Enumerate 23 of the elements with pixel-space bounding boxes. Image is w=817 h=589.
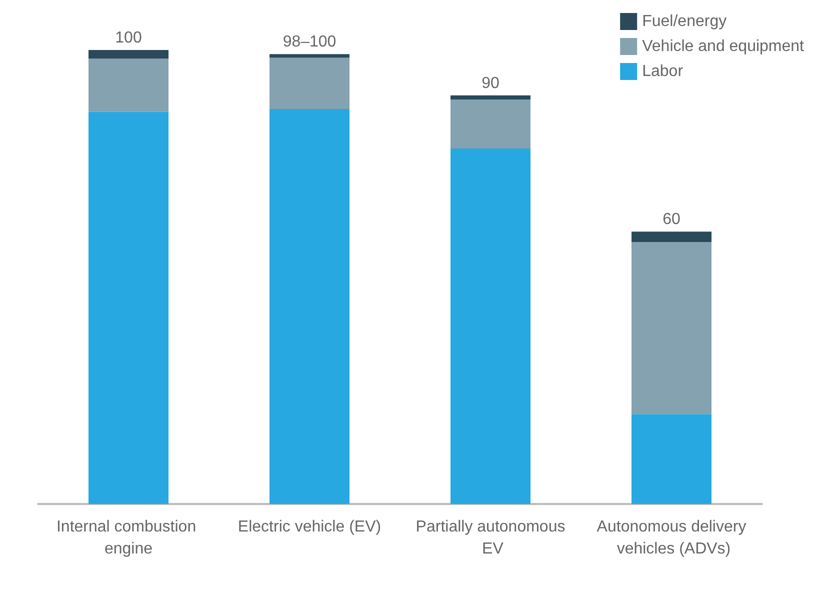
bar	[632, 414, 712, 504]
bar	[632, 242, 712, 414]
bar	[270, 109, 350, 504]
bar	[450, 148, 530, 504]
bar	[450, 99, 530, 149]
total-label: 90	[482, 74, 500, 92]
bar	[270, 58, 350, 110]
legend-label: Labor	[642, 63, 684, 80]
total-label: 60	[662, 211, 680, 228]
x-tick-label: Electric vehicle (EV)	[238, 518, 382, 536]
x-tick-label: Partially autonomous EV	[416, 518, 566, 558]
x-tick-label: Internal combustion engine	[56, 518, 201, 558]
bar	[632, 232, 712, 242]
legend-label: Fuel/energy	[642, 13, 727, 30]
bar	[270, 54, 350, 58]
legend-label: Vehicle and equipment	[642, 38, 805, 55]
bar	[88, 50, 168, 59]
total-label: 98–100	[282, 34, 336, 51]
bar	[450, 95, 530, 100]
bar	[88, 58, 168, 112]
bar	[88, 112, 168, 504]
total-label: 100	[115, 30, 142, 46]
x-tick-label: Autonomous delivery vehicles (ADVs)	[596, 518, 746, 558]
